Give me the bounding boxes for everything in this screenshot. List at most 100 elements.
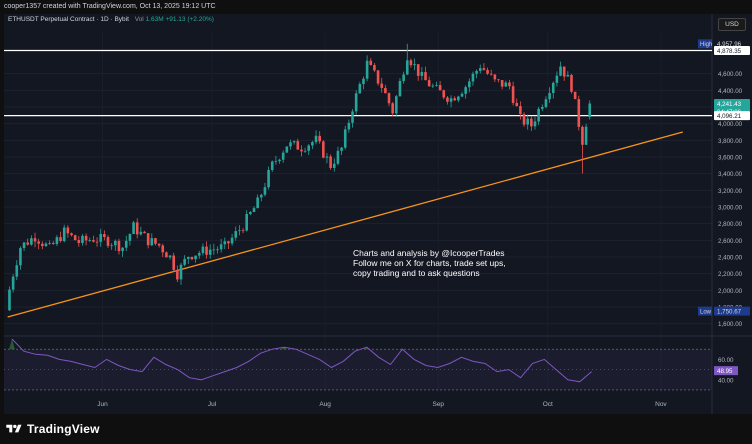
candle-body[interactable] [146,233,150,246]
candle-body[interactable] [238,230,241,232]
candle-body[interactable] [150,238,154,246]
candle-body[interactable] [267,169,270,188]
candle-body[interactable] [544,99,548,107]
candle-body[interactable] [395,96,398,114]
candle-body[interactable] [577,99,581,127]
candle-body[interactable] [398,80,402,97]
candle-body[interactable] [420,72,424,76]
candle-body[interactable] [497,79,500,81]
candle-body[interactable] [409,60,413,66]
candle-body[interactable] [380,83,384,88]
candle-body[interactable] [493,74,497,80]
candle-body[interactable] [332,163,336,168]
candle-body[interactable] [216,249,219,251]
candle-body[interactable] [249,212,252,214]
candle-body[interactable] [292,141,296,143]
candle-body[interactable] [325,156,329,158]
candle-body[interactable] [508,82,511,87]
candle-body[interactable] [533,121,537,127]
candle-body[interactable] [154,238,157,244]
candle-body[interactable] [442,90,446,98]
rsi-line[interactable] [11,338,592,383]
candle-body[interactable] [584,126,588,145]
candle-body[interactable] [482,68,486,70]
candle-body[interactable] [33,238,37,242]
candle-body[interactable] [347,122,351,130]
candle-body[interactable] [424,72,427,81]
candle-body[interactable] [453,98,457,101]
candle-body[interactable] [197,253,201,256]
candle-body[interactable] [431,85,435,87]
candle-body[interactable] [106,237,110,246]
candle-body[interactable] [519,106,522,115]
candle-body[interactable] [121,247,124,252]
candle-body[interactable] [124,240,128,248]
candle-body[interactable] [489,73,493,75]
candle-body[interactable] [562,66,566,77]
candle-body[interactable] [296,141,300,150]
candle-body[interactable] [48,243,51,244]
candle-body[interactable] [303,150,307,152]
candle-body[interactable] [270,161,274,170]
candle-body[interactable] [573,91,577,100]
candle-body[interactable] [471,73,475,82]
candle-body[interactable] [530,118,533,127]
candle-body[interactable] [135,222,139,235]
candle-body[interactable] [81,235,84,244]
candle-body[interactable] [343,129,347,148]
candle-body[interactable] [84,235,88,241]
candle-body[interactable] [259,194,263,198]
candle-body[interactable] [194,255,197,260]
candle-body[interactable] [103,234,106,238]
candle-body[interactable] [427,80,431,87]
candle-body[interactable] [37,241,40,244]
candle-body[interactable] [234,231,238,238]
candle-body[interactable] [457,96,460,101]
candle-body[interactable] [336,150,340,164]
candle-body[interactable] [555,75,559,83]
candle-body[interactable] [413,64,416,66]
candle-body[interactable] [460,93,464,97]
candle-body[interactable] [11,276,15,290]
candle-body[interactable] [384,87,387,94]
candle-body[interactable] [351,111,354,123]
candle-body[interactable] [256,197,259,209]
candle-body[interactable] [438,85,442,91]
candle-body[interactable] [201,246,205,254]
candle-body[interactable] [329,156,332,168]
candle-body[interactable] [416,64,420,76]
candle-body[interactable] [55,237,59,244]
candle-body[interactable] [22,242,26,249]
candle-body[interactable] [19,248,22,266]
candle-body[interactable] [358,84,362,94]
candle-body[interactable] [369,60,373,66]
candle-body[interactable] [245,213,248,231]
candle-body[interactable] [446,97,449,102]
candle-body[interactable] [26,242,30,245]
candle-body[interactable] [212,249,216,251]
candle-body[interactable] [511,86,515,103]
candle-body[interactable] [190,256,194,260]
candle-body[interactable] [227,241,230,244]
candle-body[interactable] [114,240,117,246]
candle-body[interactable] [486,69,489,74]
candle-body[interactable] [340,147,343,151]
candle-body[interactable] [289,142,292,147]
candle-body[interactable] [285,146,289,153]
candle-body[interactable] [548,92,551,100]
candle-body[interactable] [322,141,325,158]
candle-body[interactable] [30,238,33,245]
candle-body[interactable] [77,240,81,244]
tradingview-logo[interactable]: TradingView [6,422,100,436]
candle-body[interactable] [139,231,143,235]
candle-body[interactable] [551,82,555,93]
candle-body[interactable] [354,93,358,112]
candle-body[interactable] [66,227,70,234]
candle-body[interactable] [157,243,161,246]
candle-body[interactable] [468,81,471,88]
candle-body[interactable] [500,80,504,87]
candle-body[interactable] [405,60,409,75]
candle-body[interactable] [183,258,186,265]
candle-body[interactable] [176,269,179,280]
candle-body[interactable] [205,246,208,255]
